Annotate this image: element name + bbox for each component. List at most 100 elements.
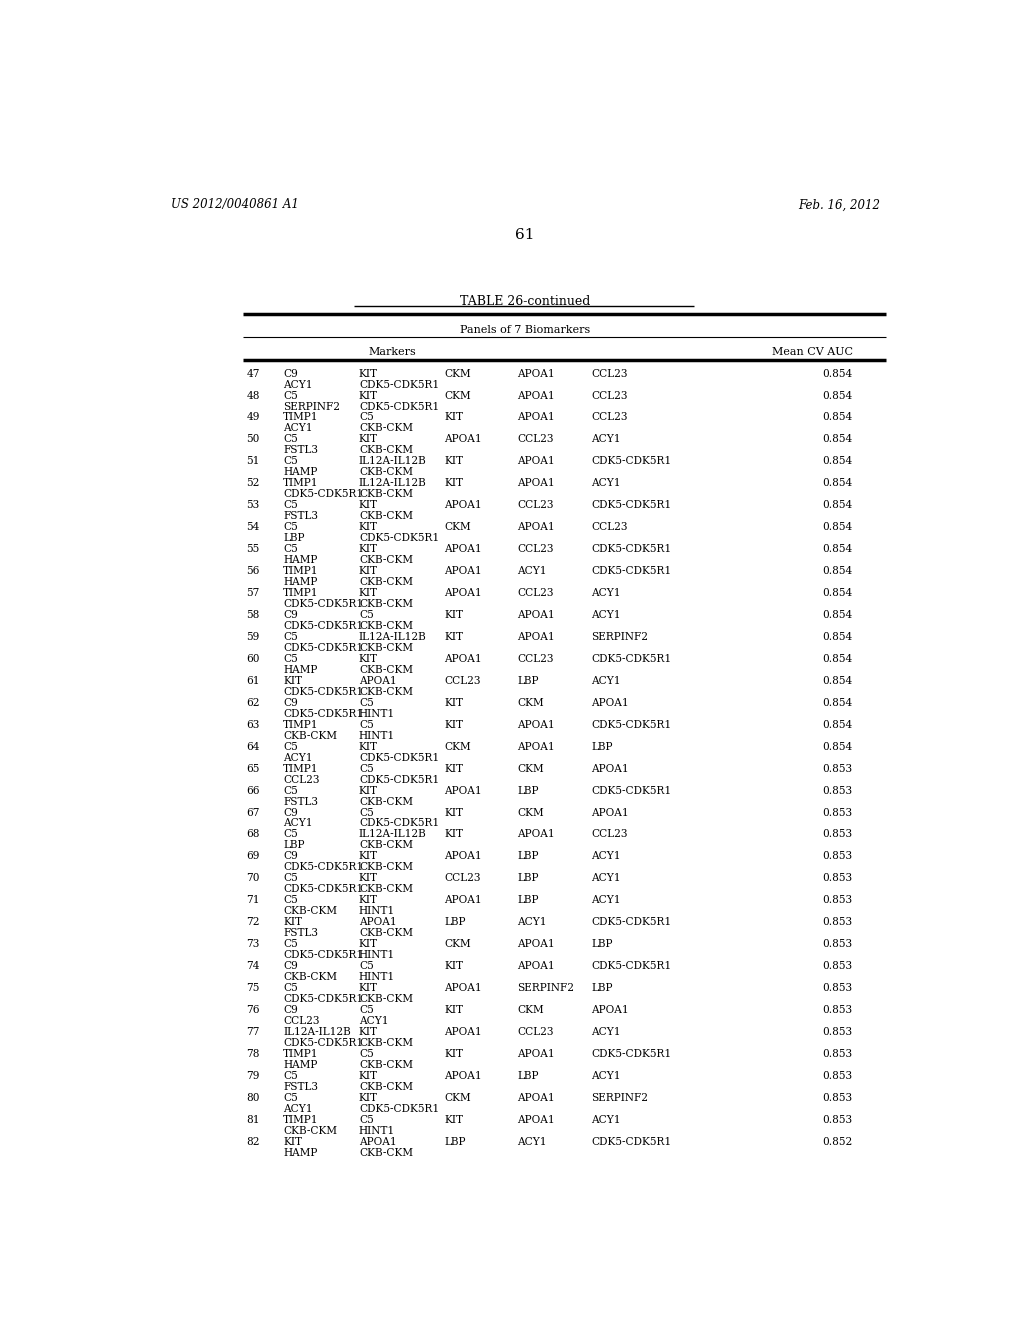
Text: CDK5-CDK5R1: CDK5-CDK5R1 — [283, 1038, 364, 1048]
Text: 74: 74 — [247, 961, 260, 972]
Text: 0.853: 0.853 — [822, 1049, 853, 1059]
Text: 0.854: 0.854 — [822, 434, 853, 445]
Text: KIT: KIT — [359, 566, 378, 576]
Text: C5: C5 — [283, 632, 298, 642]
Text: CDK5-CDK5R1: CDK5-CDK5R1 — [592, 719, 672, 730]
Text: APOA1: APOA1 — [444, 1027, 482, 1038]
Text: CKB-CKM: CKB-CKM — [359, 862, 413, 873]
Text: CKM: CKM — [517, 698, 544, 708]
Text: 0.854: 0.854 — [822, 523, 853, 532]
Text: CDK5-CDK5R1: CDK5-CDK5R1 — [592, 785, 672, 796]
Text: KIT: KIT — [444, 412, 463, 422]
Text: ACY1: ACY1 — [592, 895, 621, 906]
Text: C9: C9 — [283, 961, 298, 972]
Text: KIT: KIT — [359, 500, 378, 511]
Text: 77: 77 — [247, 1027, 260, 1038]
Text: IL12A-IL12B: IL12A-IL12B — [359, 457, 427, 466]
Text: 0.854: 0.854 — [822, 391, 853, 400]
Text: KIT: KIT — [444, 478, 463, 488]
Text: ACY1: ACY1 — [517, 566, 547, 576]
Text: APOA1: APOA1 — [444, 895, 482, 906]
Text: KIT: KIT — [359, 1093, 378, 1102]
Text: APOA1: APOA1 — [444, 1071, 482, 1081]
Text: SERPINF2: SERPINF2 — [592, 1093, 648, 1102]
Text: 47: 47 — [247, 368, 260, 379]
Text: CDK5-CDK5R1: CDK5-CDK5R1 — [592, 917, 672, 927]
Text: 65: 65 — [247, 763, 260, 774]
Text: CDK5-CDK5R1: CDK5-CDK5R1 — [283, 620, 364, 631]
Text: 0.853: 0.853 — [822, 1114, 853, 1125]
Text: CCL23: CCL23 — [517, 544, 554, 554]
Text: KIT: KIT — [359, 368, 378, 379]
Text: 0.853: 0.853 — [822, 917, 853, 927]
Text: APOA1: APOA1 — [517, 1114, 555, 1125]
Text: ACY1: ACY1 — [592, 676, 621, 686]
Text: CKB-CKM: CKB-CKM — [359, 511, 413, 521]
Text: C9: C9 — [283, 1005, 298, 1015]
Text: LBP: LBP — [444, 917, 466, 927]
Text: 80: 80 — [247, 1093, 260, 1102]
Text: APOA1: APOA1 — [444, 653, 482, 664]
Text: CDK5-CDK5R1: CDK5-CDK5R1 — [592, 566, 672, 576]
Text: TIMP1: TIMP1 — [283, 763, 318, 774]
Text: CKB-CKM: CKB-CKM — [359, 686, 413, 697]
Text: FSTL3: FSTL3 — [283, 445, 318, 455]
Text: HAMP: HAMP — [283, 665, 317, 675]
Text: 0.853: 0.853 — [822, 940, 853, 949]
Text: KIT: KIT — [444, 698, 463, 708]
Text: CDK5-CDK5R1: CDK5-CDK5R1 — [359, 775, 439, 784]
Text: APOA1: APOA1 — [359, 676, 396, 686]
Text: 60: 60 — [247, 653, 260, 664]
Text: 82: 82 — [247, 1137, 260, 1147]
Text: 64: 64 — [247, 742, 260, 751]
Text: 0.853: 0.853 — [822, 785, 853, 796]
Text: KIT: KIT — [444, 719, 463, 730]
Text: CKB-CKM: CKB-CKM — [359, 884, 413, 895]
Text: CKB-CKM: CKB-CKM — [283, 907, 337, 916]
Text: CCL23: CCL23 — [283, 775, 319, 784]
Text: 67: 67 — [247, 808, 260, 817]
Text: IL12A-IL12B: IL12A-IL12B — [359, 829, 427, 840]
Text: APOA1: APOA1 — [517, 1093, 555, 1102]
Text: 56: 56 — [247, 566, 260, 576]
Text: APOA1: APOA1 — [592, 1005, 629, 1015]
Text: APOA1: APOA1 — [517, 368, 555, 379]
Text: LBP: LBP — [517, 895, 539, 906]
Text: 71: 71 — [247, 895, 260, 906]
Text: C5: C5 — [283, 1071, 298, 1081]
Text: CKM: CKM — [444, 940, 471, 949]
Text: US 2012/0040861 A1: US 2012/0040861 A1 — [171, 198, 299, 211]
Text: 0.853: 0.853 — [822, 1027, 853, 1038]
Text: FSTL3: FSTL3 — [283, 511, 318, 521]
Text: KIT: KIT — [359, 523, 378, 532]
Text: TIMP1: TIMP1 — [283, 412, 318, 422]
Text: CKB-CKM: CKB-CKM — [359, 928, 413, 939]
Text: ACY1: ACY1 — [592, 851, 621, 862]
Text: TIMP1: TIMP1 — [283, 478, 318, 488]
Text: CKB-CKM: CKB-CKM — [359, 994, 413, 1005]
Text: LBP: LBP — [517, 785, 539, 796]
Text: KIT: KIT — [283, 676, 302, 686]
Text: C5: C5 — [359, 412, 374, 422]
Text: KIT: KIT — [359, 1071, 378, 1081]
Text: CCL23: CCL23 — [517, 434, 554, 445]
Text: ACY1: ACY1 — [592, 1114, 621, 1125]
Text: 0.853: 0.853 — [822, 763, 853, 774]
Text: CKM: CKM — [517, 763, 544, 774]
Text: APOA1: APOA1 — [517, 632, 555, 642]
Text: HINT1: HINT1 — [359, 731, 395, 741]
Text: ACY1: ACY1 — [592, 610, 621, 620]
Text: CDK5-CDK5R1: CDK5-CDK5R1 — [359, 533, 439, 544]
Text: C5: C5 — [283, 983, 298, 993]
Text: LBP: LBP — [444, 1137, 466, 1147]
Text: 0.853: 0.853 — [822, 1093, 853, 1102]
Text: C5: C5 — [359, 961, 374, 972]
Text: KIT: KIT — [359, 851, 378, 862]
Text: KIT: KIT — [444, 961, 463, 972]
Text: TIMP1: TIMP1 — [283, 1049, 318, 1059]
Text: C5: C5 — [359, 1005, 374, 1015]
Text: APOA1: APOA1 — [444, 500, 482, 511]
Text: KIT: KIT — [359, 940, 378, 949]
Text: CCL23: CCL23 — [444, 874, 480, 883]
Text: 49: 49 — [247, 412, 260, 422]
